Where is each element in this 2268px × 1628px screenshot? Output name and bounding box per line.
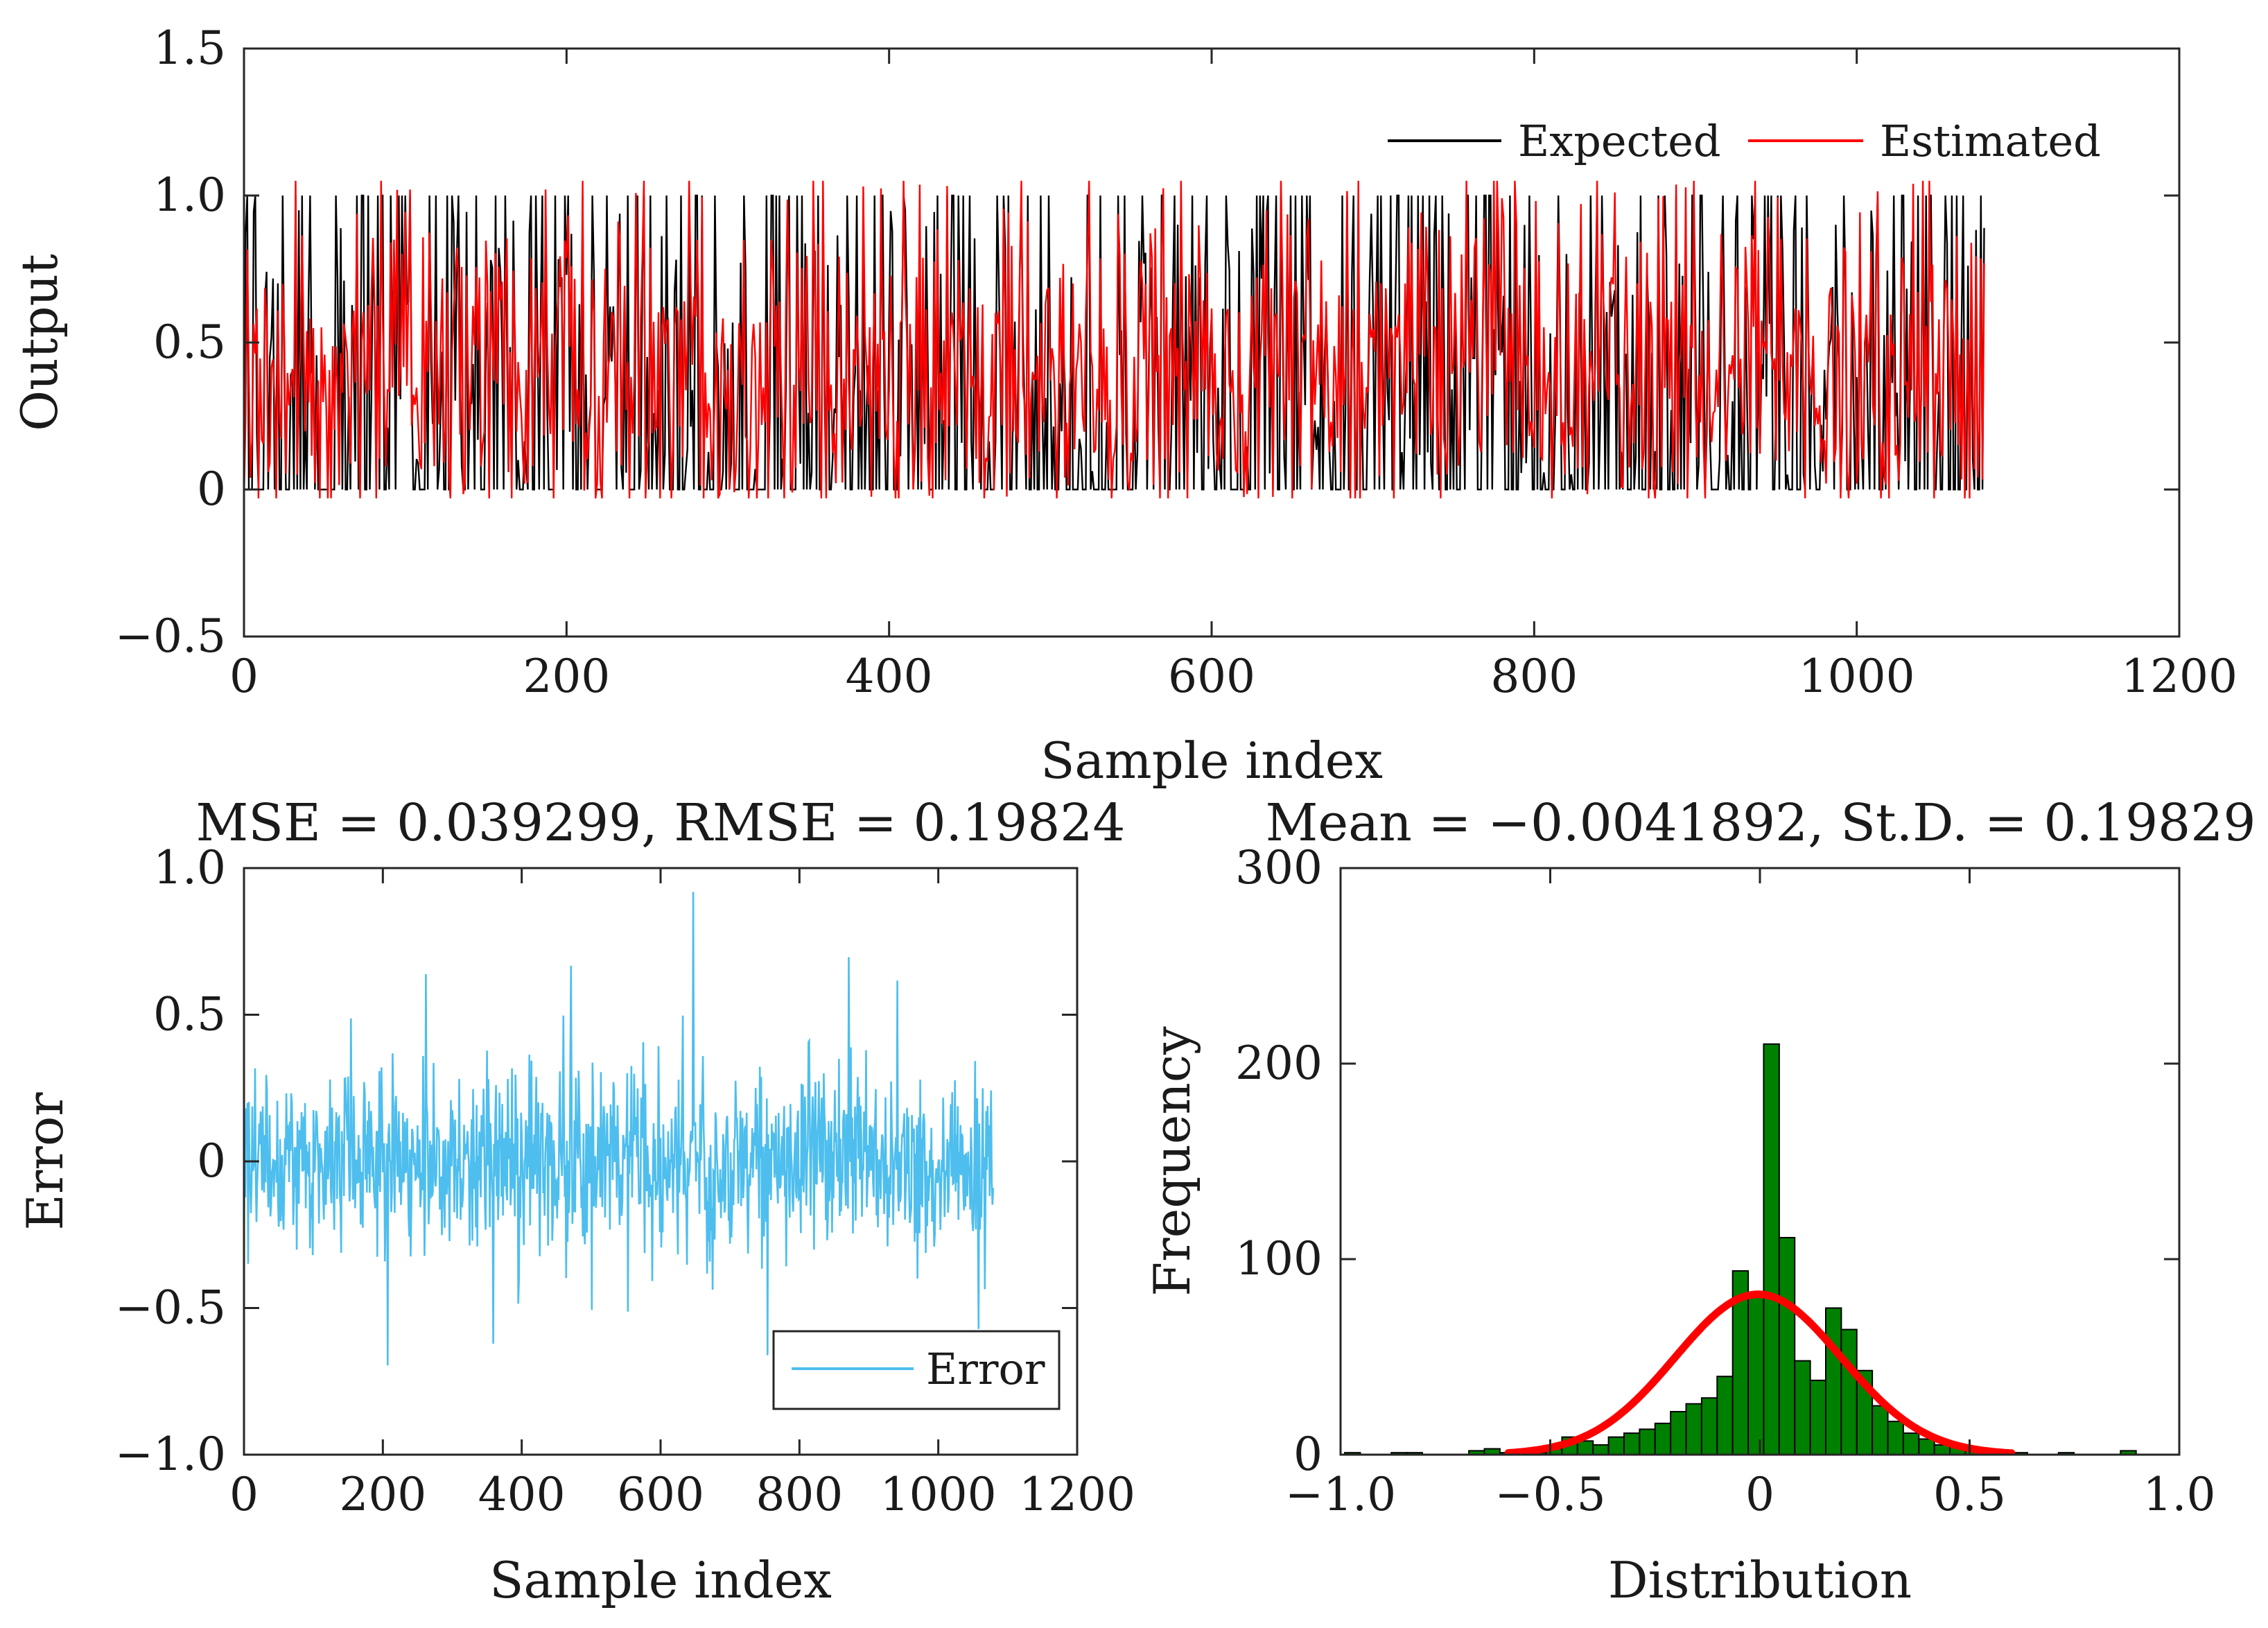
histogram-bar [1887, 1421, 1904, 1455]
histogram-bar [1670, 1410, 1687, 1455]
estimated-series-line [244, 180, 1985, 499]
histogram-bar [1700, 1397, 1718, 1455]
output-ytick-label: 0.5 [153, 315, 226, 369]
output-xlabel: Sample index [1040, 731, 1383, 790]
output-xtick-label: 1200 [2121, 650, 2238, 703]
error-series-line [244, 892, 995, 1366]
histogram-ytick-label: 200 [1235, 1037, 1323, 1090]
histogram-bar [1794, 1360, 1811, 1455]
histogram-bar [1809, 1379, 1826, 1455]
error-xlabel: Sample index [489, 1551, 832, 1609]
histogram-bar [1716, 1376, 1734, 1455]
histogram-bar [1872, 1405, 1889, 1455]
histogram-bar [1763, 1043, 1780, 1455]
output-xtick-label: 400 [846, 650, 933, 703]
histogram-ticks: −1.0 −0.5 0 0.5 1.0 0 100 200 300 [1235, 841, 2215, 1521]
error-legend: Error [772, 1330, 1061, 1410]
output-ytick-label: 1.0 [153, 168, 226, 222]
output-ylabel: Output [10, 254, 69, 431]
output-plot-area [244, 180, 1985, 499]
histogram-bar [1747, 1293, 1765, 1455]
error-xtick-label: 0 [229, 1468, 259, 1521]
error-xtick-label: 200 [339, 1468, 426, 1521]
error-xtick-label: 400 [478, 1468, 566, 1521]
histogram-bar [1623, 1432, 1641, 1455]
output-chart: 0 200 400 600 800 1000 1200−0.500.51.01.5 Samp… [10, 21, 2238, 790]
legend-expected-label: Expected [1518, 116, 1721, 166]
output-ticks: 0 200 400 600 800 1000 1200−0.500.51.01.5 [115, 21, 2238, 703]
error-ytick-label: −0.5 [115, 1281, 226, 1335]
histogram-bar [1685, 1403, 1702, 1455]
error-ytick-label: 0.5 [153, 988, 226, 1041]
histogram-xtick-label: 0 [1745, 1468, 1774, 1521]
histogram-bar [1483, 1448, 1501, 1455]
histogram-xlabel: Distribution [1608, 1551, 1912, 1609]
histogram-title: Mean = −0.0041892, St.D. = 0.19829 [1266, 793, 2256, 853]
normal-fit-curve [1504, 1290, 2016, 1455]
error-ticks: 0 200 400 600 800 1000 1200 −1.0 −0.5 0 0.5 1.0 [115, 841, 1135, 1521]
error-xtick-label: 600 [617, 1468, 704, 1521]
histogram-bar [1778, 1236, 1796, 1455]
histogram-ytick-label: 100 [1235, 1232, 1323, 1285]
error-plot-area [244, 892, 995, 1366]
histogram-bar [1592, 1444, 1610, 1455]
histogram-plot-area [1344, 1043, 2137, 1455]
output-ytick-label: 0 [197, 462, 226, 516]
error-xtick-label: 1000 [880, 1468, 997, 1521]
output-ytick-label: 1.5 [153, 21, 226, 75]
error-ytick-label: 1.0 [153, 841, 226, 894]
legend-estimated-label: Estimated [1880, 116, 2101, 166]
histogram-xtick-label: 1.0 [2143, 1468, 2216, 1521]
error-xtick-label: 1200 [1019, 1468, 1135, 1521]
histogram-xtick-label: −1.0 [1285, 1468, 1396, 1521]
histogram-chart: Mean = −0.0041892, St.D. = 0.19829 −1.0−… [1143, 793, 2256, 1609]
histogram-bar [1918, 1438, 1935, 1455]
histogram-bar [1654, 1422, 1672, 1455]
output-xtick-label: 600 [1168, 650, 1255, 703]
output-legend: Expected Estimated [1388, 116, 2101, 166]
error-title: MSE = 0.039299, RMSE = 0.19824 [196, 793, 1126, 853]
histogram-bar [1639, 1428, 1656, 1455]
histogram-bar [1824, 1307, 1842, 1455]
histogram-ylabel: Frequency [1143, 1026, 1201, 1297]
error-ytick-label: 0 [197, 1134, 226, 1188]
output-xtick-label: 800 [1490, 650, 1578, 703]
histogram-bar [1840, 1328, 1858, 1455]
error-xtick-label: 800 [756, 1468, 843, 1521]
histogram-xtick-label: −0.5 [1494, 1468, 1605, 1521]
histogram-bar [1576, 1440, 1594, 1455]
error-chart: MSE = 0.039299, RMSE = 0.19824 0 200 400 60… [16, 793, 1135, 1609]
histogram-bar [1902, 1432, 1920, 1455]
output-xtick-label: 200 [523, 650, 610, 703]
histogram-xtick-label: 0.5 [1933, 1468, 2006, 1521]
output-xtick-label: 0 [229, 650, 259, 703]
error-ytick-label: −1.0 [115, 1428, 226, 1481]
output-ytick-label: −0.5 [115, 609, 226, 663]
error-ylabel: Error [16, 1092, 74, 1231]
histogram-ytick-label: 0 [1293, 1428, 1323, 1481]
histogram-bar [1607, 1436, 1625, 1455]
histogram-ytick-label: 300 [1235, 841, 1323, 894]
legend-error-label: Error [926, 1344, 1045, 1394]
histogram-bar [2120, 1450, 2137, 1455]
output-xtick-label: 1000 [1799, 650, 1915, 703]
